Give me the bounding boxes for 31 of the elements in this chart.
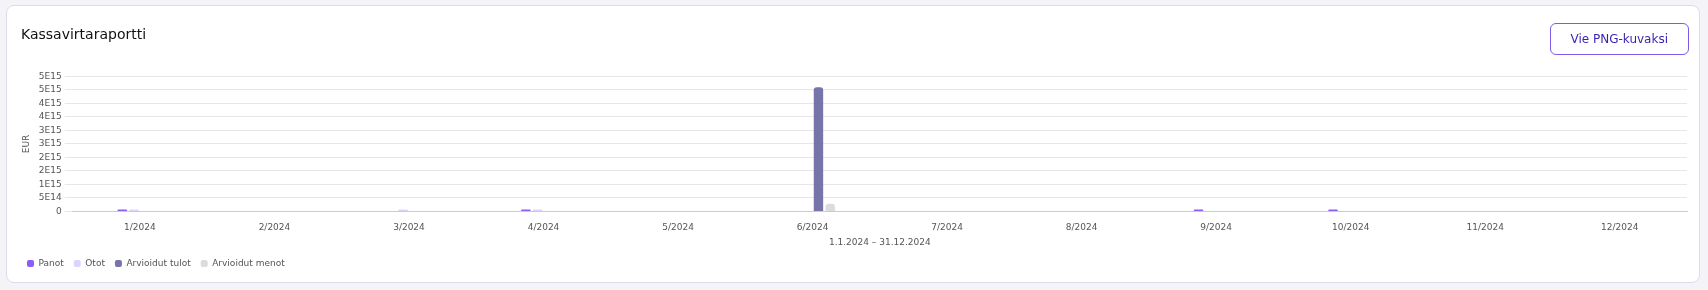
x-tick-label: 6/2024	[796, 222, 829, 233]
y-tick-label: 4E15	[38, 111, 62, 122]
legend-label: Arvioidut menot	[212, 257, 286, 268]
x-tick-label: 7/2024	[931, 222, 964, 233]
y-tick-label: 5E15	[38, 84, 62, 95]
y-tick-label: 1E15	[38, 178, 62, 189]
x-tick-label: 12/2024	[1601, 222, 1639, 233]
chart-title: Kassavirtaraportti	[21, 26, 147, 42]
x-tick-label: 1/2024	[124, 222, 157, 233]
x-tick-label: 5/2024	[662, 222, 695, 233]
y-tick-label: 4E15	[38, 97, 62, 108]
y-tick-label: 3E15	[38, 138, 62, 149]
legend-label: Otot	[85, 257, 106, 268]
y-axis-title: EUR	[20, 134, 31, 154]
x-tick-label: 3/2024	[393, 222, 426, 233]
y-tick-label: 2E15	[38, 165, 62, 176]
y-tick-label: 5E15	[38, 70, 62, 81]
x-tick-label: 10/2024	[1331, 222, 1370, 233]
y-tick-label: 5E14	[38, 192, 62, 203]
y-tick-label: 2E15	[38, 151, 62, 162]
x-tick-label: 2/2024	[258, 222, 291, 233]
legend-label: Panot	[38, 257, 65, 268]
x-axis-title: 1.1.2024 – 31.12.2024	[828, 236, 932, 247]
x-tick-label: 9/2024	[1200, 222, 1233, 233]
x-tick-label: 4/2024	[527, 222, 560, 233]
y-tick-label: 0	[55, 205, 62, 216]
export-button: Vie PNG-kuvaksi	[1549, 23, 1689, 55]
x-tick-label: 8/2024	[1065, 222, 1098, 233]
legend-label: Arvioidut tulot	[126, 257, 192, 268]
x-tick-label: 11/2024	[1466, 222, 1505, 233]
y-tick-label: 3E15	[38, 124, 62, 135]
